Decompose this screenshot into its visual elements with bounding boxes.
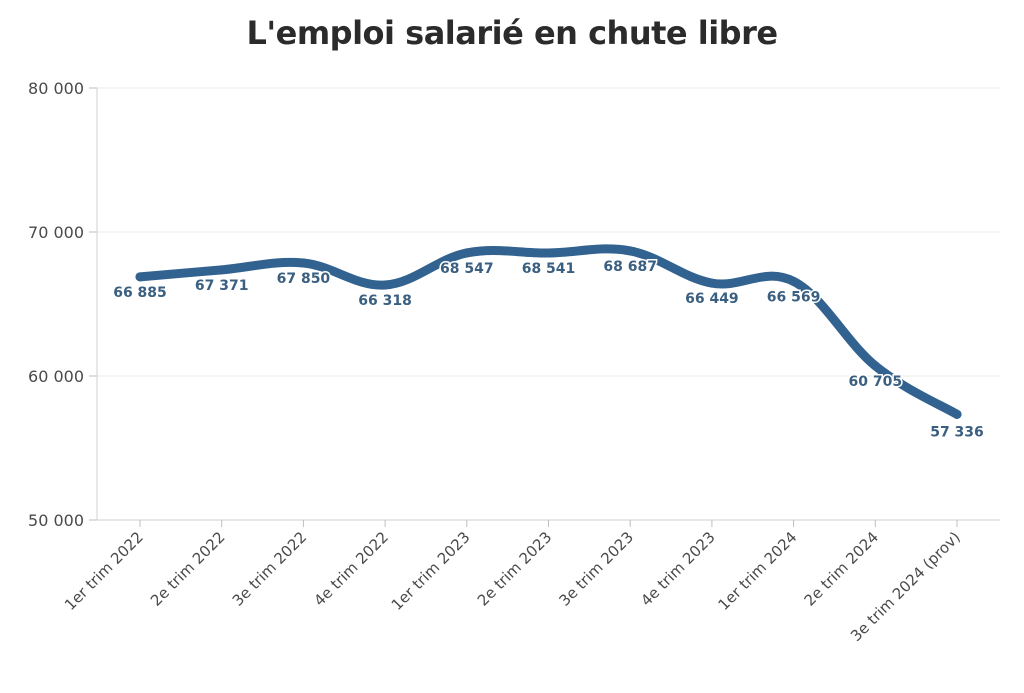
axes — [89, 87, 1000, 527]
data-point — [952, 409, 962, 419]
data-label: 67 850 — [277, 271, 331, 287]
y-tick-label: 70 000 — [28, 223, 84, 242]
data-point — [625, 246, 635, 256]
data-label: 67 371 — [195, 278, 249, 294]
data-label: 68 547 — [440, 261, 494, 277]
y-tick-labels: 50 000 60 000 70 000 80 000 — [28, 79, 84, 530]
data-labels: 66 885 67 371 67 850 66 318 68 547 68 541 68 6… — [112, 257, 986, 441]
data-point — [789, 276, 799, 286]
x-tick-label: 2e trim 2022 — [147, 528, 229, 610]
x-tick-labels: 1er trim 2022 2e trim 2022 3e trim 2022 4e … — [61, 528, 964, 645]
data-point — [462, 248, 472, 258]
x-tick-label: 3e trim 2023 — [555, 528, 637, 610]
data-label: 68 541 — [522, 261, 576, 277]
data-label: 68 687 — [603, 259, 657, 275]
data-point — [870, 361, 880, 371]
data-point — [135, 272, 145, 282]
data-label: 57 336 — [930, 424, 984, 440]
data-point — [544, 248, 553, 258]
data-point — [298, 258, 308, 268]
x-tick-label: 2e trim 2024 — [801, 528, 883, 610]
data-label: 66 569 — [767, 289, 821, 305]
x-tick-label: 4e trim 2022 — [310, 528, 392, 610]
data-point — [217, 265, 227, 275]
series-line-layer — [135, 244, 962, 419]
data-label: 66 318 — [358, 293, 412, 309]
x-tick-label: 3e trim 2022 — [229, 528, 311, 610]
x-tick-label: 1er trim 2024 — [715, 528, 801, 614]
data-point — [707, 278, 717, 288]
data-label: 66 885 — [113, 285, 167, 301]
x-tick-label: 1er trim 2022 — [61, 528, 147, 614]
grid-lines — [97, 87, 1000, 521]
y-tick-label: 60 000 — [28, 367, 84, 386]
data-label: 66 449 — [685, 291, 739, 307]
x-tick-label: 1er trim 2023 — [388, 528, 474, 614]
y-tick-label: 80 000 — [28, 79, 84, 98]
data-point — [380, 280, 390, 290]
x-tick-label: 2e trim 2023 — [474, 528, 556, 610]
y-tick-label: 50 000 — [28, 511, 84, 530]
x-tick-label: 4e trim 2023 — [637, 528, 719, 610]
data-label: 60 705 — [849, 374, 903, 390]
chart-title: L'emploi salarié en chute libre — [246, 14, 778, 52]
